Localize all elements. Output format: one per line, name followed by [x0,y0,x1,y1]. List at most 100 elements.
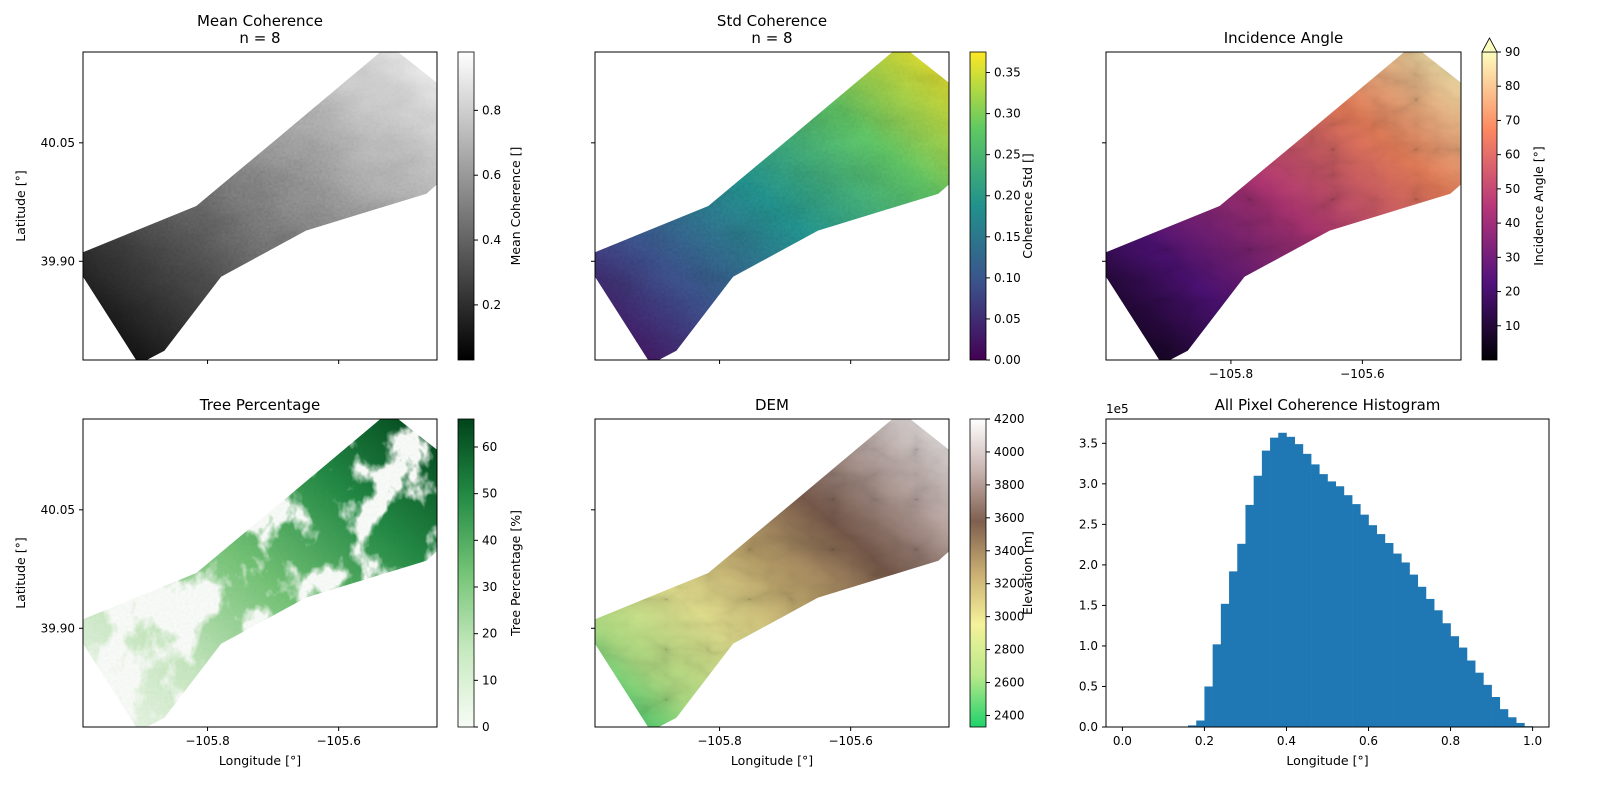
std-colorbar-ramp [969,51,987,361]
histogram-bar [1475,672,1484,727]
histogram-bar [1368,525,1378,727]
histogram-bar [1319,474,1328,727]
inc-colorbar-tick-label: 40 [1505,216,1520,230]
inc-axes-frame [1105,51,1462,361]
hist-xtick-label: 0.6 [1359,734,1378,748]
hist-ytick-label: 0.0 [1079,720,1098,734]
histogram-bar [1483,684,1492,727]
histogram-bar [1188,725,1197,727]
histogram-bar [1434,610,1443,727]
tree-percentage-panel: Tree Percentage 40.05 39.90 −105.8 −105.6 Lat… [13,396,523,768]
histogram-bar [1425,598,1435,727]
mean-subtitle: n = 8 [239,29,280,47]
histogram-bar [1401,562,1410,727]
tree-colorbar-label: Tree Percentage [%] [508,510,523,637]
tree-colorbar-tick-label: 50 [482,487,497,501]
coherence-histogram-panel: All Pixel Coherence Histogram 0.0 0.2 0.4 0.… [1079,396,1550,768]
histogram-bar [1384,543,1394,727]
dem-colorbar: 2400 2600 2800 3000 3200 3400 3600 3800 4000 4200… [969,412,1035,728]
histogram-bar [1360,514,1369,727]
hist-title: All Pixel Coherence Histogram [1215,396,1441,414]
std-colorbar-tick-label: 0.25 [994,148,1021,162]
inc-colorbar-tick-label: 20 [1505,285,1520,299]
tree-colorbar-tick-label: 60 [482,440,497,454]
histogram-bar [1294,444,1304,727]
dem-colorbar-tick-label: 3000 [994,610,1025,624]
tree-colorbar-tick-label: 40 [482,533,497,547]
tree-colorbar-tick-label: 20 [482,627,497,641]
dem-colorbar-tick-label: 3600 [994,511,1025,525]
histogram-bar [1278,432,1287,727]
dem-xtick-label: −105.8 [697,734,741,748]
std-colorbar-tick-label: 0.05 [994,312,1021,326]
tree-xtick-label: −105.6 [316,734,360,748]
dem-colorbar-ramp [969,418,987,728]
incidence-angle-panel: Incidence Angle −105.8 −105.6 10 20 30 40 50 60 7… [1102,29,1546,381]
tree-raster [83,419,437,727]
dem-xtick-label: −105.6 [828,734,872,748]
histogram-bar [1302,453,1312,727]
std-subtitle: n = 8 [751,29,792,47]
hist-ytick-label: 3.0 [1079,477,1098,491]
histogram-bar [1491,697,1501,727]
dem-title: DEM [755,396,789,414]
histogram-bar [1245,504,1254,727]
inc-colorbar-tick-label: 60 [1505,148,1520,162]
histogram-bar [1286,436,1295,727]
inc-colorbar-tick-label: 50 [1505,182,1520,196]
inc-colorbar-ramp [1481,51,1498,361]
std-colorbar-tick-label: 0.15 [994,230,1021,244]
hist-ytick-label: 2.5 [1079,517,1098,531]
histogram-bar [1516,722,1525,727]
mean-ytick-label: 39.90 [41,254,75,268]
hist-ytick-label: 2.0 [1079,558,1098,572]
tree-ytick-label: 39.90 [41,621,75,635]
dem-raster [595,419,949,727]
histogram-bar [1409,574,1419,727]
dem-colorbar-label: Elevation [m] [1020,531,1035,615]
hist-xtick-label: 0.4 [1277,734,1296,748]
histogram-bar [1352,504,1361,727]
mean-ytick-label: 40.05 [41,136,75,150]
inc-colorbar-extend [1481,37,1498,53]
tree-xlabel: Longitude [°] [219,753,301,768]
mean-colorbar-label: Mean Coherence [] [508,147,523,266]
tree-colorbar: 0 10 20 30 40 50 60 Tree Percentage [%] [457,418,523,734]
std-colorbar-tick-label: 0.35 [994,66,1021,80]
tree-axes-frame [82,418,438,728]
tree-colorbar-ramp [457,418,475,728]
histogram-bar [1204,686,1213,727]
dem-colorbar-tick-label: 2800 [994,643,1025,657]
hist-xtick-label: 0.8 [1441,734,1460,748]
inc-colorbar-label: Incidence Angle [°] [1531,146,1546,266]
hist-ytick-label: 0.5 [1079,679,1098,693]
inc-xtick-label: −105.6 [1340,367,1384,381]
hist-y-multiplier: 1e5 [1106,402,1129,416]
mean-raster [83,52,437,360]
histogram-bars [1179,432,1533,727]
histogram-bar [1466,660,1476,727]
std-colorbar-label: Coherence Std [] [1020,153,1035,259]
histogram-bar [1507,717,1517,727]
std-colorbar: 0.00 0.05 0.10 0.15 0.20 0.25 0.30 0.35 Coherenc… [969,51,1035,367]
inc-colorbar-tick-label: 80 [1505,79,1520,93]
inc-colorbar-tick-label: 90 [1505,45,1520,59]
dem-colorbar-tick-label: 2400 [994,708,1025,722]
mean-colorbar-tick-label: 0.4 [482,233,501,247]
hist-ytick-label: 1.5 [1079,598,1098,612]
mean-axes-frame [82,51,438,361]
hist-ytick-label: 3.5 [1079,436,1098,450]
tree-xtick-label: −105.8 [185,734,229,748]
histogram-bar [1327,481,1336,727]
histogram-bar [1229,571,1238,727]
histogram-bar [1311,464,1320,727]
tree-colorbar-tick-label: 10 [482,673,497,687]
tree-ytick-label: 40.05 [41,503,75,517]
std-raster [595,52,949,360]
histogram-bar [1220,603,1230,727]
dem-axes-frame [594,418,950,728]
mean-title: Mean Coherence [197,12,323,30]
std-colorbar-tick-label: 0.00 [994,353,1021,367]
inc-xtick-label: −105.8 [1209,367,1253,381]
